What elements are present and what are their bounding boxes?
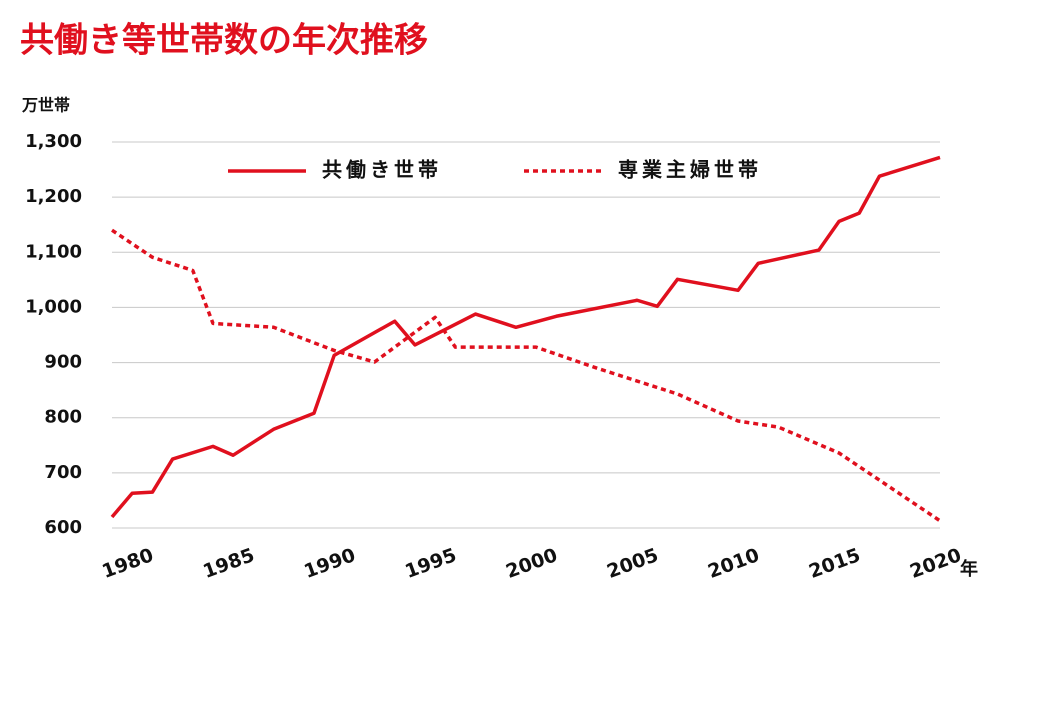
x-tick-label: 2010 bbox=[705, 544, 762, 583]
y-tick-label: 1,200 bbox=[25, 186, 82, 207]
y-tick-label: 600 bbox=[44, 517, 82, 538]
x-tick-label: 2005 bbox=[604, 544, 661, 583]
x-tick-label: 2000 bbox=[503, 544, 560, 583]
x-tick-label: 1995 bbox=[402, 544, 459, 583]
x-tick-label: 2020 bbox=[907, 544, 964, 583]
x-axis-label: 年 bbox=[960, 558, 978, 580]
x-tick-label: 1980 bbox=[99, 544, 156, 583]
legend-label: 共働き世帯 bbox=[322, 158, 442, 182]
y-tick-label: 800 bbox=[44, 407, 82, 428]
chart-title: 共働き等世帯数の年次推移 bbox=[20, 21, 428, 61]
x-tick-label: 1990 bbox=[301, 544, 358, 583]
y-tick-label: 700 bbox=[44, 462, 82, 483]
y-tick-label: 900 bbox=[44, 352, 82, 373]
y-tick-label: 1,300 bbox=[25, 131, 82, 152]
y-axis-label: 万世帯 bbox=[21, 96, 70, 115]
y-tick-label: 1,100 bbox=[25, 241, 82, 262]
data-line bbox=[111, 228, 941, 523]
y-tick-label: 1,000 bbox=[25, 296, 82, 317]
x-tick-label: 1985 bbox=[200, 544, 257, 583]
legend-label: 専業主婦世帯 bbox=[618, 158, 762, 182]
data-line bbox=[110, 155, 941, 519]
x-tick-label: 2015 bbox=[806, 544, 863, 583]
